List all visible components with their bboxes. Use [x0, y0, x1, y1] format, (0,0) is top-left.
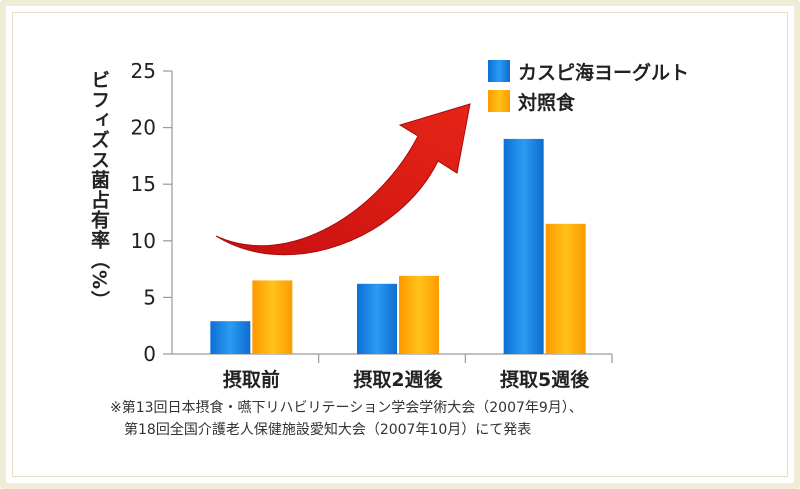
x-tick-label: 摂取5週後 [500, 368, 590, 391]
axes: 0 5 10 15 20 25 摂取前 摂取2週後 摂取5週後 [131, 59, 613, 391]
bars [210, 138, 586, 354]
legend-label: 対照食 [517, 91, 576, 114]
x-tick-label: 摂取2週後 [353, 368, 443, 391]
trend-arrow [215, 103, 471, 256]
y-tick-label: 25 [131, 59, 156, 83]
bar-control-food [545, 223, 586, 354]
y-tick-label: 10 [131, 229, 156, 253]
y-axis-label: ビフィズス菌占有率（%） [88, 70, 110, 311]
y-tick-label: 15 [131, 172, 156, 196]
legend-label: カスピ海ヨーグルト [518, 61, 689, 84]
legend-swatch [488, 60, 510, 82]
y-tick-label: 0 [143, 342, 156, 366]
bar-control-food [399, 275, 439, 354]
footnote-line-1: ※第13回日本摂食・嚥下リハビリテーション学会学術大会（2007年9月）、 [110, 400, 583, 416]
footnote: ※第13回日本摂食・嚥下リハビリテーション学会学術大会（2007年9月）、 第1… [110, 397, 583, 441]
bar-caspian-yogurt [210, 321, 251, 354]
footnote-line-2: 第18回全国介護老人保健施設愛知大会（2007年10月）にて発表 [124, 422, 532, 438]
bar-caspian-yogurt [503, 138, 544, 354]
legend-swatch [488, 90, 510, 112]
bar-caspian-yogurt [357, 283, 397, 354]
y-tick-label: 20 [131, 116, 156, 140]
bar-control-food [252, 280, 293, 354]
x-tick-label: 摂取前 [223, 368, 280, 391]
chart-frame-inner [12, 12, 788, 477]
y-tick-label: 5 [143, 285, 156, 309]
